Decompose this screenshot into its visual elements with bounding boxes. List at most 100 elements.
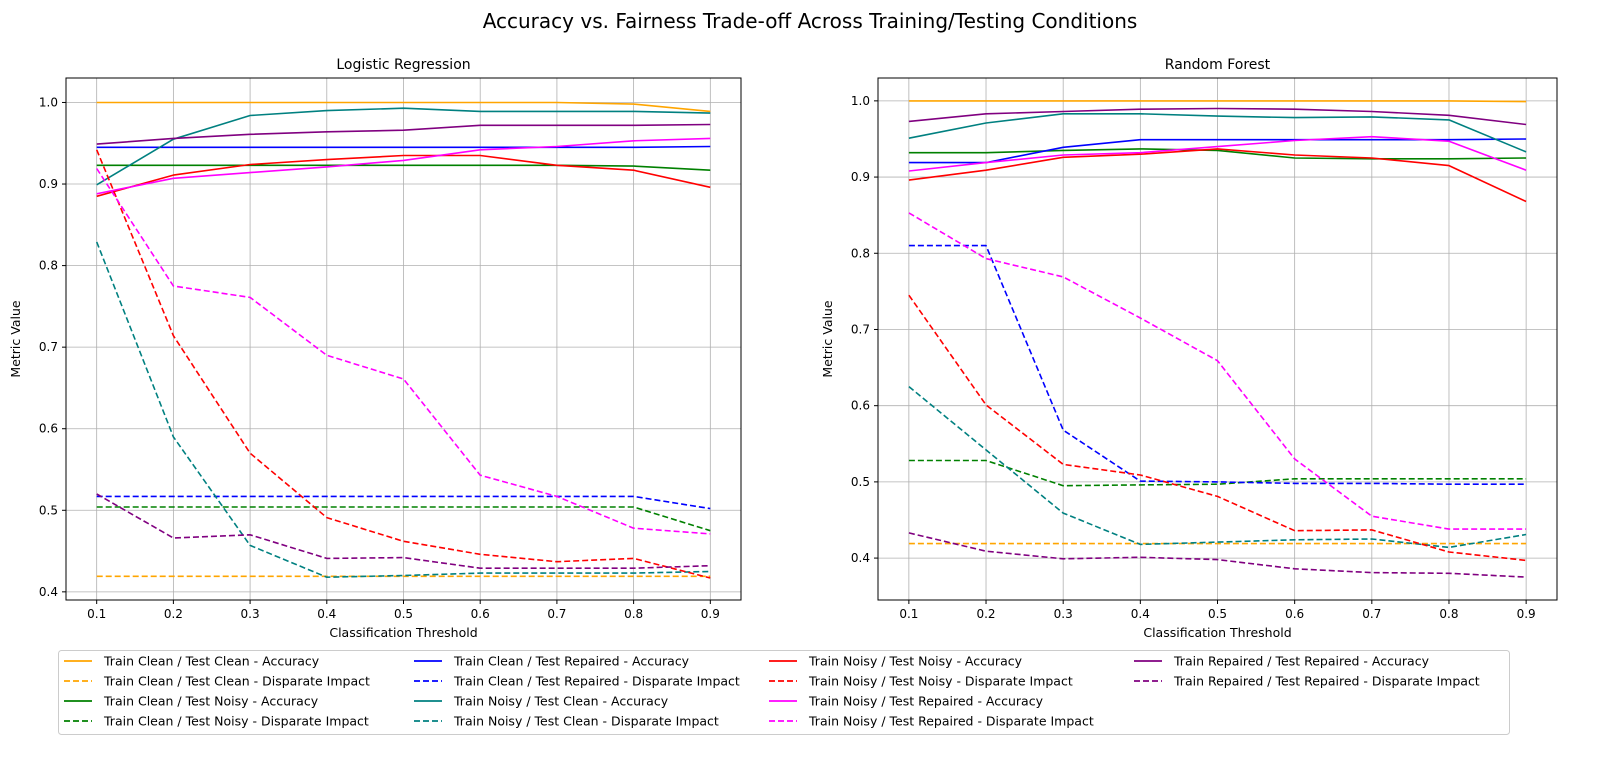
x-tick-label: 0.2: [976, 607, 995, 621]
series-line: [96, 145, 711, 149]
y-axis-label: Metric Value: [8, 300, 23, 377]
y-tick-label: 0.6: [851, 399, 870, 413]
legend-item: Train Clean / Test Clean - Accuracy: [64, 654, 320, 669]
x-tick-label: 0.4: [317, 607, 336, 621]
series-line: [908, 212, 1527, 530]
legend-label: Train Noisy / Test Repaired - Disparate …: [808, 714, 1094, 729]
legend-label: Train Noisy / Test Repaired - Accuracy: [808, 694, 1044, 709]
series-lines: [95, 101, 711, 579]
x-tick-label: 0.9: [701, 607, 720, 621]
subplot-2: 0.1 0.2 0.3 0.4 0.5 0.6 0.7 0.8 0.9 0.4 0.5 0.6 0.7 0…: [820, 57, 1558, 640]
series-line: [95, 241, 711, 579]
x-tick-label: 0.1: [87, 607, 106, 621]
legend-item: Train Repaired / Test Repaired - Accurac…: [1134, 654, 1430, 669]
legend-item: Train Noisy / Test Repaired - Accuracy: [769, 694, 1044, 709]
series-line: [96, 164, 711, 171]
legend-item: Train Clean / Test Noisy - Disparate Imp…: [64, 714, 369, 729]
ticks: 0.1 0.2 0.3 0.4 0.5 0.6 0.7 0.8 0.9 0.4 0.5 0.6 0.7 0…: [851, 94, 1536, 621]
series-line: [96, 495, 711, 510]
series-line: [908, 244, 1527, 486]
series-line: [908, 459, 1527, 487]
series-line: [96, 137, 711, 195]
y-tick-label: 0.8: [39, 259, 58, 273]
series-line: [908, 148, 1527, 160]
x-tick-label: 0.5: [394, 607, 413, 621]
x-axis-label: Classification Threshold: [329, 625, 477, 640]
ticks: 0.1 0.2 0.3 0.4 0.5 0.6 0.7 0.8 0.9 0.4 0.5 0.6 0.7 0…: [39, 95, 720, 621]
legend-label: Train Clean / Test Noisy - Accuracy: [103, 694, 319, 709]
x-tick-label: 0.4: [1131, 607, 1150, 621]
y-tick-label: 0.7: [851, 322, 870, 336]
legend-item: Train Clean / Test Repaired - Disparate …: [414, 674, 740, 689]
legend-label: Train Noisy / Test Noisy - Accuracy: [808, 654, 1023, 669]
legend-item: Train Clean / Test Repaired - Accuracy: [414, 654, 690, 669]
x-tick-label: 0.3: [241, 607, 260, 621]
y-tick-label: 0.4: [851, 551, 870, 565]
x-axis-label: Classification Threshold: [1143, 625, 1291, 640]
legend-item: Train Noisy / Test Clean - Disparate Imp…: [414, 714, 719, 729]
x-tick-label: 0.9: [1517, 607, 1536, 621]
y-tick-label: 0.6: [39, 422, 58, 436]
series-line: [96, 107, 711, 186]
series-line: [96, 168, 711, 535]
y-tick-label: 0.5: [851, 475, 870, 489]
series-line: [96, 154, 711, 198]
x-tick-label: 0.1: [899, 607, 918, 621]
legend-label: Train Clean / Test Clean - Accuracy: [103, 654, 320, 669]
series-line: [95, 149, 711, 579]
series-line: [908, 294, 1527, 562]
y-axis-label: Metric Value: [820, 300, 835, 377]
x-tick-label: 0.2: [164, 607, 183, 621]
legend: Train Clean / Test Clean - Accuracy Train…: [58, 650, 1510, 735]
series-line: [96, 506, 711, 532]
y-tick-label: 0.9: [851, 170, 870, 184]
legend-label: Train Noisy / Test Clean - Accuracy: [453, 694, 669, 709]
series-lines: [908, 100, 1527, 578]
y-tick-label: 0.7: [39, 340, 58, 354]
y-tick-label: 0.5: [39, 503, 58, 517]
y-tick-label: 0.4: [39, 585, 58, 599]
subplot-title: Logistic Regression: [336, 57, 470, 73]
series-line: [96, 493, 711, 570]
y-tick-label: 1.0: [39, 95, 58, 109]
series-line: [96, 123, 711, 145]
legend-label: Train Clean / Test Repaired - Accuracy: [453, 654, 690, 669]
legend-item: Train Repaired / Test Repaired - Dispara…: [1134, 674, 1480, 689]
legend-item: Train Noisy / Test Noisy - Disparate Imp…: [769, 674, 1073, 689]
subplot-title: Random Forest: [1165, 57, 1271, 73]
legend-item: Train Clean / Test Clean - Disparate Imp…: [64, 674, 370, 689]
series-line: [96, 101, 711, 113]
x-tick-label: 0.7: [1362, 607, 1381, 621]
x-tick-label: 0.5: [1208, 607, 1227, 621]
legend-frame: [58, 650, 1510, 735]
series-line: [908, 532, 1527, 578]
legend-item: Train Noisy / Test Repaired - Disparate …: [769, 714, 1094, 729]
legend-label: Train Clean / Test Repaired - Disparate …: [453, 674, 740, 689]
legend-label: Train Clean / Test Clean - Disparate Imp…: [103, 674, 370, 689]
legend-label: Train Repaired / Test Repaired - Accurac…: [1173, 654, 1430, 669]
series-line: [908, 100, 1527, 103]
x-tick-label: 0.3: [1054, 607, 1073, 621]
subplot-1: 0.1 0.2 0.3 0.4 0.5 0.6 0.7 0.8 0.9 0.4 0.5 0.6 0.7 0…: [8, 57, 742, 640]
series-line: [908, 107, 1527, 126]
x-tick-label: 0.8: [624, 607, 643, 621]
series-line: [908, 135, 1527, 172]
y-tick-label: 0.8: [851, 246, 870, 260]
y-tick-label: 0.9: [39, 177, 58, 191]
legend-item: Train Noisy / Test Noisy - Accuracy: [769, 654, 1023, 669]
legend-item: Train Clean / Test Noisy - Accuracy: [64, 694, 319, 709]
legend-label: Train Noisy / Test Noisy - Disparate Imp…: [808, 674, 1073, 689]
legend-item: Train Noisy / Test Clean - Accuracy: [414, 694, 669, 709]
legend-label: Train Clean / Test Noisy - Disparate Imp…: [103, 714, 369, 729]
plots: 0.1 0.2 0.3 0.4 0.5 0.6 0.7 0.8 0.9 0.4 0.5 0.6 0.7 0…: [8, 57, 1558, 640]
series-line: [908, 113, 1527, 153]
x-tick-label: 0.6: [471, 607, 490, 621]
x-tick-label: 0.6: [1285, 607, 1304, 621]
x-tick-label: 0.8: [1439, 607, 1458, 621]
y-tick-label: 1.0: [851, 94, 870, 108]
series-line: [908, 148, 1527, 203]
figure-suptitle: Accuracy vs. Fairness Trade-off Across T…: [483, 9, 1138, 33]
legend-label: Train Noisy / Test Clean - Disparate Imp…: [453, 714, 719, 729]
